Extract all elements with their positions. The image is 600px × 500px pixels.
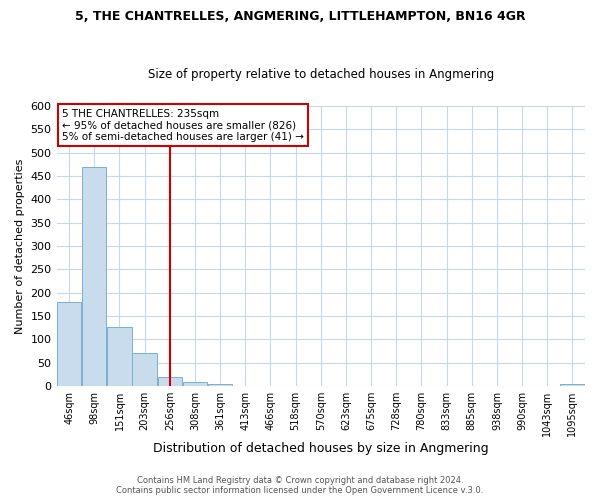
Title: Size of property relative to detached houses in Angmering: Size of property relative to detached ho… xyxy=(148,68,494,81)
Bar xyxy=(133,354,157,386)
Bar xyxy=(107,328,131,386)
Bar xyxy=(183,382,207,386)
Bar xyxy=(57,302,82,386)
Text: 5 THE CHANTRELLES: 235sqm
← 95% of detached houses are smaller (826)
5% of semi-: 5 THE CHANTRELLES: 235sqm ← 95% of detac… xyxy=(62,108,304,142)
Bar xyxy=(208,384,232,386)
Bar xyxy=(82,168,106,386)
X-axis label: Distribution of detached houses by size in Angmering: Distribution of detached houses by size … xyxy=(153,442,488,455)
Bar xyxy=(560,384,584,386)
Text: Contains HM Land Registry data © Crown copyright and database right 2024.
Contai: Contains HM Land Registry data © Crown c… xyxy=(116,476,484,495)
Text: 5, THE CHANTRELLES, ANGMERING, LITTLEHAMPTON, BN16 4GR: 5, THE CHANTRELLES, ANGMERING, LITTLEHAM… xyxy=(74,10,526,23)
Bar xyxy=(158,378,182,386)
Y-axis label: Number of detached properties: Number of detached properties xyxy=(15,158,25,334)
